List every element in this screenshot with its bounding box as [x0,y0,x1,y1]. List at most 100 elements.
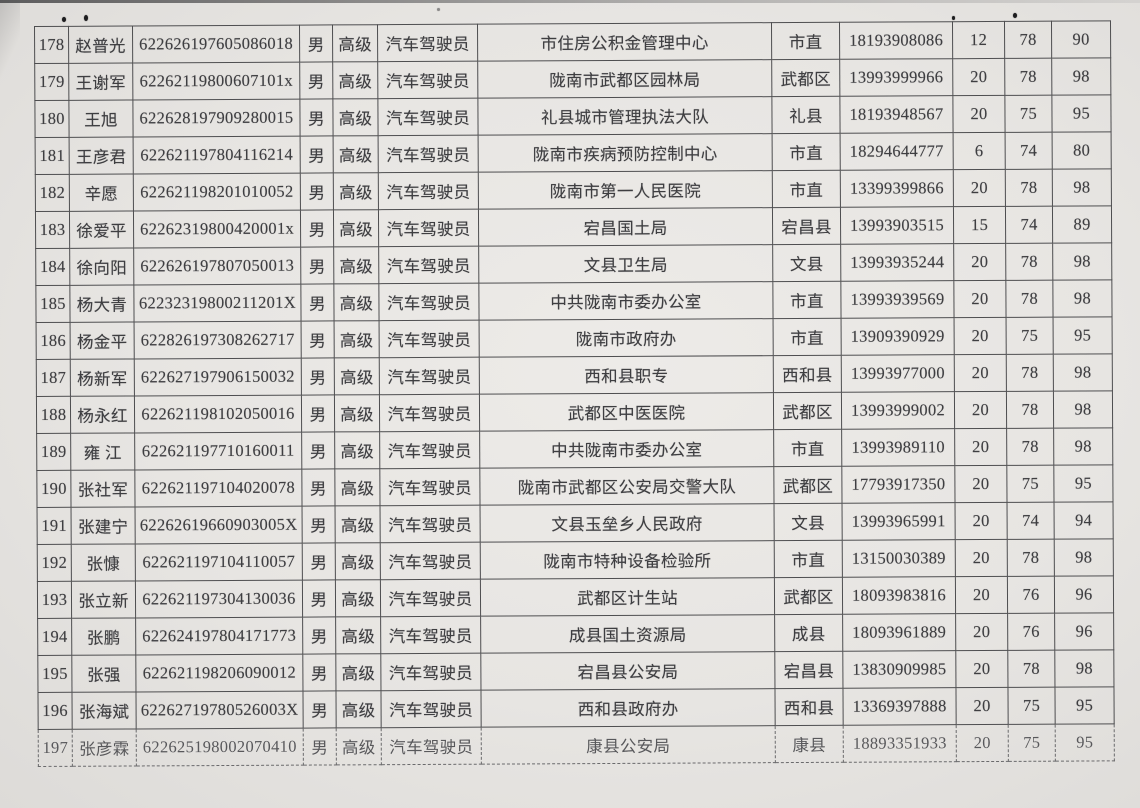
cell-job-title: 汽车驾驶员 [380,653,481,691]
cell-row-number: 195 [37,655,72,693]
cell-id-number: 62262719780526003X [135,691,304,729]
cell-region: 宕昌县 [772,207,841,245]
cell-phone: 13993999966 [839,58,953,97]
scan-speck [437,8,440,11]
cell-score-3: 98 [1052,168,1112,207]
cell-score-2: 74 [1007,502,1055,540]
cell-work-unit: 武都区计生站 [480,577,775,617]
cell-gender: 男 [299,61,333,100]
table-row: 190 张社军 622621197104020078 男 高级 汽车驾驶员 陇南… [36,464,1114,508]
cell-id-number: 622621197804116214 [133,136,301,174]
cell-work-unit: 礼县城市管理执法大队 [477,96,773,136]
roster-table: 178 赵普光 622626197605086018 男 高级 汽车驾驶员 市住… [34,20,1115,767]
cell-level: 高级 [332,61,378,99]
cell-work-unit: 陇南市特种设备检验所 [480,540,775,580]
cell-gender: 男 [302,542,336,581]
table-row: 187 杨新军 622627197906150032 男 高级 汽车驾驶员 西和… [36,353,1113,397]
cell-score-2: 75 [1004,95,1053,133]
cell-id-number: 622628197909280015 [132,99,301,137]
cell-job-title: 汽车驾驶员 [379,431,480,469]
table-row: 188 杨永红 622621198102050016 男 高级 汽车驾驶员 武都… [36,390,1113,434]
cell-row-number: 191 [37,507,72,545]
cell-work-unit: 陇南市第一人民医院 [478,170,773,210]
cell-id-number: 622826197308262717 [134,321,302,359]
cell-id-number: 62262119800607101x [132,62,300,100]
cell-name: 王谢军 [68,62,133,101]
cell-work-unit: 陇南市疾病预防控制中心 [478,133,773,173]
cell-score-1: 20 [956,724,1009,762]
cell-score-1: 20 [955,650,1008,688]
cell-level: 高级 [335,542,381,580]
cell-level: 高级 [335,505,381,543]
scan-speck [84,15,88,21]
table-row: 195 张强 622621198206090012 男 高级 汽车驾驶员 宕昌县… [37,649,1114,693]
cell-score-3: 95 [1053,316,1113,355]
cell-row-number: 187 [36,359,71,397]
cell-name: 徐向阳 [69,247,134,286]
cell-region: 礼县 [771,96,841,134]
cell-region: 文县 [772,244,841,282]
cell-row-number: 181 [35,137,70,175]
cell-region: 武都区 [773,466,843,504]
cell-row-number: 184 [35,248,70,286]
cell-score-2: 78 [1006,428,1054,466]
cell-job-title: 汽车驾驶员 [377,98,479,136]
cell-name: 辛愿 [69,173,134,212]
cell-row-number: 185 [35,285,71,323]
cell-id-number: 622621197304130036 [135,580,303,618]
cell-score-2: 78 [1005,280,1054,318]
cell-name: 赵普光 [68,25,133,64]
cell-score-3: 95 [1053,464,1114,503]
cell-score-2: 75 [1006,317,1054,355]
cell-gender: 男 [302,653,336,692]
cell-row-number: 193 [37,581,72,619]
cell-phone: 13993939569 [840,280,955,319]
table-row: 193 张立新 622621197304130036 男 高级 汽车驾驶员 武都… [37,575,1114,619]
cell-level: 高级 [334,320,380,358]
cell-region: 成县 [774,614,843,652]
cell-job-title: 汽车驾驶员 [378,246,479,284]
table-row: 184 徐向阳 622626197807050013 男 高级 汽车驾驶员 文县… [35,242,1112,286]
cell-phone: 13909390929 [841,317,955,356]
cell-job-title: 汽车驾驶员 [381,727,482,765]
cell-score-3: 98 [1052,242,1112,281]
cell-score-1: 20 [953,280,1007,318]
cell-region: 武都区 [774,577,843,615]
cell-score-2: 78 [1004,21,1052,59]
cell-score-2: 78 [1007,650,1055,688]
cell-score-1: 20 [955,687,1009,725]
cell-score-2: 75 [1006,465,1055,503]
cell-score-3: 98 [1054,538,1114,577]
cell-region: 宕昌县 [774,651,843,689]
scan-speck [1013,13,1017,18]
cell-id-number: 622626197807050013 [133,247,301,285]
cell-score-3: 89 [1052,205,1112,244]
cell-level: 高级 [334,357,380,395]
table-row: 179 王谢军 62262119800607101x 男 高级 汽车驾驶员 陇南… [34,57,1111,101]
cell-phone: 13830909985 [842,650,956,689]
cell-score-3: 80 [1052,131,1112,170]
scan-speck [62,17,66,22]
cell-level: 高级 [333,172,379,210]
cell-job-title: 汽车驾驶员 [379,394,480,432]
cell-score-3: 98 [1053,427,1113,466]
cell-id-number: 622624197804171773 [135,617,303,655]
cell-score-3: 98 [1053,390,1113,429]
cell-region: 市直 [772,133,841,171]
cell-id-number: 62232319800211201X [133,284,302,322]
cell-region: 市直 [773,318,842,356]
cell-name: 王旭 [68,99,134,138]
cell-level: 高级 [333,209,379,247]
cell-job-title: 汽车驾驶员 [380,579,481,617]
cell-score-3: 95 [1054,686,1115,725]
cell-row-number: 180 [34,100,70,138]
cell-work-unit: 康县公安局 [481,725,776,765]
table-row: 178 赵普光 622626197605086018 男 高级 汽车驾驶员 市住… [34,20,1111,64]
cell-phone: 13150030389 [842,539,956,578]
table-row: 197 张彦霖 622625198002070410 男 高级 汽车驾驶员 康县… [38,723,1115,767]
cell-score-2: 78 [1005,169,1053,207]
cell-score-1: 20 [955,576,1008,614]
cell-name: 雍 江 [70,432,135,471]
cell-region: 市直 [773,429,842,467]
cell-gender: 男 [302,616,336,655]
